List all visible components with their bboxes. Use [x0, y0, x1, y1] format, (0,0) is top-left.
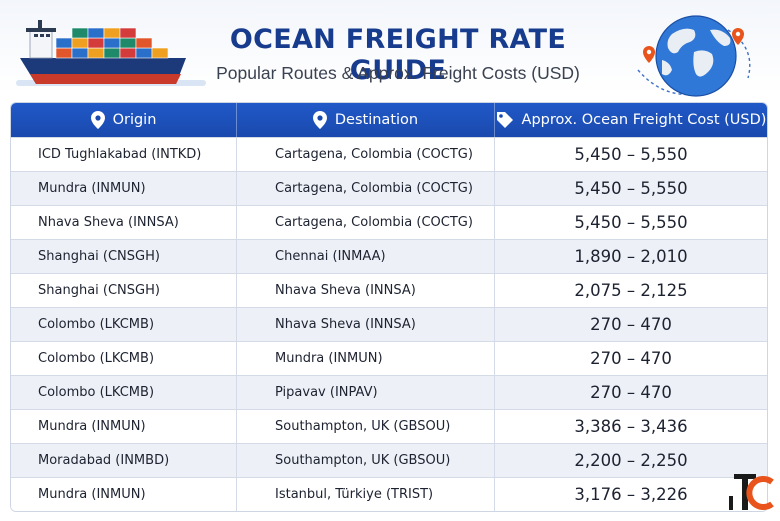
- origin-cell: Colombo (LKCMB): [11, 376, 237, 409]
- location-pin-icon: [312, 111, 327, 129]
- destination-cell: Southampton, UK (GBSOU): [237, 410, 495, 443]
- destination-cell: Nhava Sheva (INNSA): [237, 274, 495, 307]
- origin-cell: Colombo (LKCMB): [11, 308, 237, 341]
- location-pin-icon: [90, 111, 105, 129]
- cost-cell: 3,386 – 3,436: [574, 417, 688, 436]
- table-header: Origin Destination Approx. Ocean Freight…: [11, 103, 767, 137]
- destination-cell: Nhava Sheva (INNSA): [237, 308, 495, 341]
- origin-cell: Mundra (INMUN): [11, 172, 237, 205]
- destination-cell: Cartagena, Colombia (COCTG): [237, 206, 495, 239]
- destination-cell: Chennai (INMAA): [237, 240, 495, 273]
- table-row: Shanghai (CNSGH) Chennai (INMAA) 1,890 –…: [11, 239, 767, 273]
- cost-cell: 270 – 470: [590, 349, 672, 368]
- origin-cell: ICD Tughlakabad (INTKD): [11, 138, 237, 171]
- table-row: Mundra (INMUN) Southampton, UK (GBSOU) 3…: [11, 409, 767, 443]
- table-body: ICD Tughlakabad (INTKD) Cartagena, Colom…: [11, 137, 767, 511]
- table-row: Colombo (LKCMB) Nhava Sheva (INNSA) 270 …: [11, 307, 767, 341]
- table-row: Nhava Sheva (INNSA) Cartagena, Colombia …: [11, 205, 767, 239]
- cost-cell: 270 – 470: [590, 383, 672, 402]
- cost-cell: 270 – 470: [590, 315, 672, 334]
- destination-cell: Pipavav (INPAV): [237, 376, 495, 409]
- origin-cell: Nhava Sheva (INNSA): [11, 206, 237, 239]
- cost-cell: 1,890 – 2,010: [574, 247, 688, 266]
- page-subtitle: Popular Routes & Approx. Freight Costs (…: [216, 63, 580, 83]
- destination-cell: Cartagena, Colombia (COCTG): [237, 172, 495, 205]
- cost-cell: 2,200 – 2,250: [574, 451, 688, 470]
- price-tag-icon: [496, 112, 513, 128]
- cost-cell: 3,176 – 3,226: [574, 485, 688, 504]
- table-row: Mundra (INMUN) Istanbul, Türkiye (TRIST)…: [11, 477, 767, 511]
- table-row: Moradabad (INMBD) Southampton, UK (GBSOU…: [11, 443, 767, 477]
- freight-rate-table: Origin Destination Approx. Ocean Freight…: [10, 102, 768, 512]
- cost-cell: 5,450 – 5,550: [574, 213, 688, 232]
- column-header-label: Origin: [112, 112, 157, 128]
- destination-cell: Cartagena, Colombia (COCTG): [237, 138, 495, 171]
- table-row: Mundra (INMUN) Cartagena, Colombia (COCT…: [11, 171, 767, 205]
- globe-with-pins-icon: [637, 15, 751, 97]
- column-header-cost: Approx. Ocean Freight Cost (USD): [495, 103, 767, 137]
- cost-cell: 5,450 – 5,550: [574, 145, 688, 164]
- table-row: Colombo (LKCMB) Mundra (INMUN) 270 – 470: [11, 341, 767, 375]
- cost-cell: 2,075 – 2,125: [574, 281, 688, 300]
- origin-cell: Moradabad (INMBD): [11, 444, 237, 477]
- origin-cell: Mundra (INMUN): [11, 410, 237, 443]
- tc-logo: [729, 474, 774, 510]
- container-ship-icon: [16, 20, 206, 86]
- column-header-label: Approx. Ocean Freight Cost (USD): [521, 112, 767, 128]
- column-header-destination: Destination: [237, 103, 495, 137]
- column-header-label: Destination: [334, 112, 419, 128]
- table-row: Shanghai (CNSGH) Nhava Sheva (INNSA) 2,0…: [11, 273, 767, 307]
- table-row: ICD Tughlakabad (INTKD) Cartagena, Colom…: [11, 137, 767, 171]
- origin-cell: Colombo (LKCMB): [11, 342, 237, 375]
- table-row: Colombo (LKCMB) Pipavav (INPAV) 270 – 47…: [11, 375, 767, 409]
- origin-cell: Shanghai (CNSGH): [11, 274, 237, 307]
- column-header-origin: Origin: [11, 103, 237, 137]
- cost-cell: 5,450 – 5,550: [574, 179, 688, 198]
- page-title: OCEAN FREIGHT RATE GUIDE: [229, 24, 567, 86]
- destination-cell: Istanbul, Türkiye (TRIST): [237, 478, 495, 511]
- destination-cell: Southampton, UK (GBSOU): [237, 444, 495, 477]
- origin-cell: Mundra (INMUN): [11, 478, 237, 511]
- destination-cell: Mundra (INMUN): [237, 342, 495, 375]
- origin-cell: Shanghai (CNSGH): [11, 240, 237, 273]
